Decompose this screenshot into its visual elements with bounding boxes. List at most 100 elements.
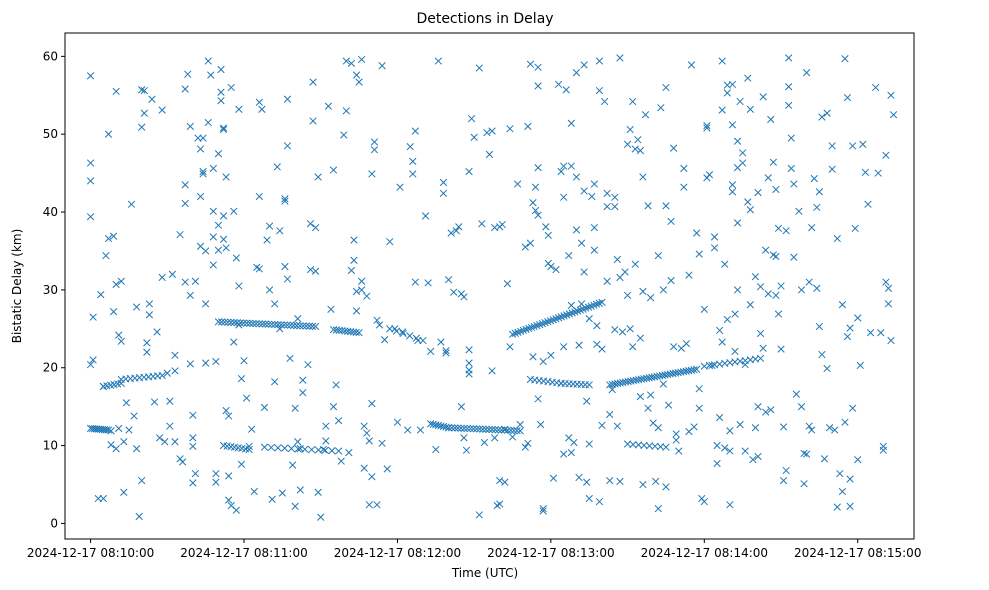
data-point	[534, 63, 542, 71]
data-point	[286, 321, 295, 329]
data-point	[723, 89, 731, 97]
data-point	[467, 114, 476, 123]
data-point	[522, 325, 530, 334]
data-point	[363, 429, 371, 437]
data-point	[585, 440, 593, 448]
data-point	[797, 286, 806, 294]
data-point	[629, 343, 637, 351]
data-point	[774, 310, 783, 318]
data-point	[386, 325, 394, 333]
data-point	[97, 290, 105, 299]
data-point	[659, 286, 668, 294]
data-point	[242, 394, 251, 402]
data-point	[598, 421, 606, 429]
plot-frame	[64, 32, 915, 540]
y-tick-label: 60	[43, 49, 58, 63]
data-point	[196, 145, 205, 153]
data-point	[535, 320, 544, 329]
data-point	[590, 246, 598, 254]
data-point	[281, 197, 289, 205]
data-point	[212, 357, 220, 366]
data-point	[242, 319, 251, 327]
data-point	[271, 300, 279, 308]
data-point	[480, 438, 489, 447]
data-point	[713, 459, 721, 468]
data-point	[104, 426, 113, 434]
data-point	[662, 483, 670, 491]
data-point	[186, 122, 194, 131]
data-point	[603, 189, 611, 198]
data-point	[595, 57, 604, 65]
data-point	[848, 404, 857, 412]
data-point	[751, 273, 760, 281]
data-point	[506, 125, 514, 133]
data-point	[841, 55, 849, 63]
data-point	[393, 418, 402, 426]
data-point	[575, 473, 583, 482]
y-tick-label: 10	[43, 439, 58, 453]
data-point	[823, 364, 831, 373]
data-point	[741, 447, 749, 455]
data-point	[503, 280, 512, 288]
data-point	[538, 319, 547, 328]
data-point	[575, 341, 583, 349]
data-point	[731, 310, 739, 318]
data-point	[723, 315, 731, 324]
data-point	[595, 299, 603, 307]
data-point	[521, 243, 529, 251]
data-point	[680, 164, 688, 173]
data-point	[833, 234, 841, 243]
data-point	[593, 322, 601, 330]
data-point	[511, 329, 519, 337]
data-point	[293, 321, 301, 330]
data-point	[692, 365, 701, 373]
data-point	[209, 207, 217, 215]
data-point	[319, 445, 327, 454]
data-point	[749, 455, 757, 464]
data-point	[258, 320, 266, 328]
data-point	[99, 494, 108, 503]
data-point	[368, 473, 376, 481]
data-point	[224, 318, 232, 326]
data-point	[452, 227, 460, 235]
data-point	[618, 328, 627, 336]
data-point	[782, 466, 790, 475]
data-point	[542, 223, 550, 231]
data-point	[245, 442, 253, 451]
data-point	[764, 290, 772, 298]
data-point	[746, 301, 754, 309]
data-point	[592, 300, 601, 308]
x-tick-label: 2024-12-17 08:15:00	[794, 546, 921, 560]
data-point	[455, 223, 463, 231]
data-point	[483, 128, 491, 137]
data-point	[447, 229, 455, 237]
data-point	[465, 346, 473, 354]
data-point	[590, 301, 598, 309]
data-point	[576, 306, 584, 314]
data-point	[639, 173, 647, 181]
data-point	[777, 345, 785, 353]
data-point	[294, 445, 302, 453]
data-point	[189, 442, 197, 451]
data-point	[294, 438, 302, 446]
data-point	[199, 170, 207, 178]
data-point	[721, 444, 729, 452]
data-point	[491, 426, 499, 434]
data-point	[465, 370, 473, 378]
data-point	[571, 308, 579, 316]
data-point	[519, 326, 528, 335]
data-point	[488, 127, 496, 135]
data-points	[86, 54, 898, 521]
data-point	[565, 251, 573, 260]
data-point	[260, 443, 269, 451]
data-point	[790, 180, 798, 188]
data-point	[772, 252, 780, 261]
data-point	[695, 404, 703, 412]
data-point	[654, 504, 662, 513]
data-point	[813, 203, 821, 212]
data-point	[767, 115, 775, 124]
data-point	[585, 381, 593, 389]
data-point	[759, 344, 767, 352]
data-point	[856, 361, 864, 370]
data-point	[583, 478, 591, 486]
